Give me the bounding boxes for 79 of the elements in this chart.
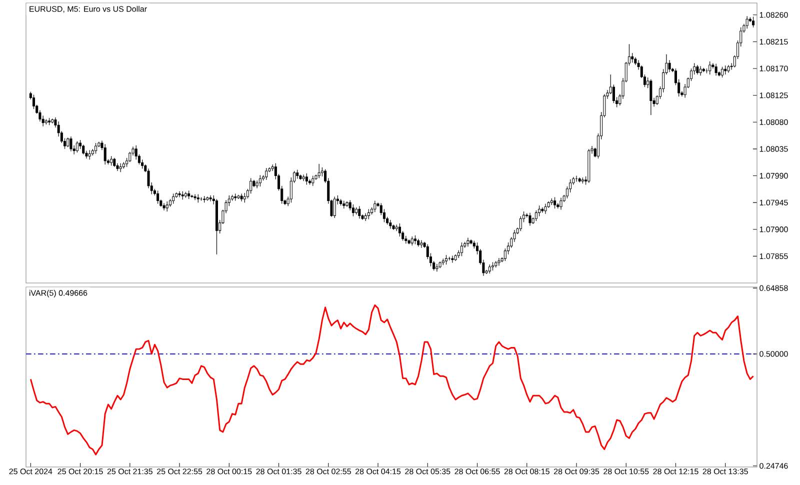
candlestick bbox=[258, 174, 262, 187]
candlestick bbox=[544, 203, 547, 214]
candlestick bbox=[699, 66, 702, 76]
candlestick bbox=[104, 144, 106, 165]
x-tick-label: 28 Oct 09:35 bbox=[554, 468, 600, 474]
y-tick-label: 1.08260 bbox=[760, 12, 788, 18]
candlestick bbox=[162, 202, 166, 211]
y-tick-label: 1.08035 bbox=[760, 146, 788, 152]
chart-title: iVAR(5) 0.49666 bbox=[29, 290, 88, 298]
x-tick-label: 28 Oct 02:55 bbox=[306, 468, 351, 474]
candlestick bbox=[398, 223, 401, 237]
candlestick bbox=[650, 78, 652, 116]
candlestick bbox=[460, 242, 464, 256]
x-tick-label: 25 Oct 2024 bbox=[9, 468, 52, 474]
candlestick bbox=[178, 190, 181, 198]
candlestick bbox=[746, 16, 748, 29]
y-tick-label: 1.08170 bbox=[760, 66, 788, 72]
candlestick bbox=[318, 164, 320, 178]
y-tick-label: 1.07855 bbox=[760, 253, 788, 260]
candlestick bbox=[554, 196, 556, 209]
candlestick bbox=[374, 200, 376, 212]
x-tick-label: 28 Oct 12:15 bbox=[653, 468, 698, 474]
x-tick-label: 28 Oct 04:15 bbox=[356, 468, 401, 474]
candlestick bbox=[352, 204, 354, 217]
y-tick-label: 1.08125 bbox=[760, 92, 788, 98]
y-tick-label: 0.64858 bbox=[760, 285, 788, 291]
candlestick bbox=[367, 208, 370, 220]
candlestick bbox=[714, 63, 718, 76]
y-tick-label: 1.07990 bbox=[760, 172, 788, 179]
x-tick-label: 28 Oct 01:35 bbox=[256, 468, 302, 474]
y-tick-label: 1.08215 bbox=[760, 38, 788, 45]
x-tick-label: 25 Oct 21:35 bbox=[107, 468, 152, 474]
x-tick-label: 28 Oct 13:35 bbox=[702, 468, 748, 474]
candlestick bbox=[265, 168, 268, 180]
candlestick bbox=[358, 206, 361, 219]
candlestick bbox=[466, 237, 470, 247]
x-tick-label: 28 Oct 10:55 bbox=[604, 468, 649, 474]
candlestick bbox=[708, 61, 712, 75]
candlestick bbox=[66, 137, 70, 148]
x-tick-label: 28 Oct 00:15 bbox=[206, 468, 252, 474]
candlestick bbox=[209, 195, 212, 202]
x-tick-label: 28 Oct 06:55 bbox=[454, 468, 500, 474]
x-tick-label: 28 Oct 05:35 bbox=[405, 468, 450, 474]
y-tick-label: 1.07900 bbox=[760, 226, 788, 232]
candlestick bbox=[82, 144, 85, 155]
candlestick bbox=[498, 258, 500, 266]
candlestick bbox=[156, 190, 160, 204]
candlestick bbox=[631, 52, 634, 63]
candlestick bbox=[721, 66, 724, 78]
x-tick-label: 25 Oct 20:15 bbox=[58, 468, 103, 474]
candlestick bbox=[312, 175, 314, 186]
candlestick bbox=[76, 140, 78, 153]
candlestick bbox=[243, 192, 246, 203]
candlestick bbox=[696, 64, 699, 75]
candlestick bbox=[110, 156, 113, 166]
y-tick-label: 0.50000 bbox=[760, 351, 788, 357]
candlestick bbox=[166, 201, 168, 212]
y-tick-label: 1.08080 bbox=[760, 119, 788, 125]
chart-title: EURUSD, M5: Euro vs US Dollar bbox=[30, 6, 147, 13]
candlestick bbox=[560, 198, 562, 210]
candlestick bbox=[451, 255, 454, 264]
y-tick-label: 1.07945 bbox=[760, 200, 788, 206]
candlestick bbox=[436, 264, 438, 272]
candlestick bbox=[528, 212, 532, 226]
y-tick-label: 0.24746 bbox=[760, 463, 788, 469]
candlestick bbox=[88, 150, 91, 160]
candlestick bbox=[420, 240, 423, 248]
candlestick bbox=[94, 142, 98, 154]
candlestick bbox=[668, 60, 671, 72]
candlestick bbox=[70, 136, 72, 152]
candlestick bbox=[194, 194, 196, 200]
candlestick bbox=[305, 173, 308, 185]
candlestick bbox=[172, 193, 175, 204]
candlestick bbox=[538, 205, 541, 217]
candlestick bbox=[333, 196, 336, 218]
candlestick bbox=[444, 254, 448, 265]
x-tick-label: 25 Oct 22:55 bbox=[157, 468, 202, 474]
x-tick-label: 28 Oct 08:15 bbox=[504, 468, 550, 474]
candlestick bbox=[519, 216, 522, 232]
